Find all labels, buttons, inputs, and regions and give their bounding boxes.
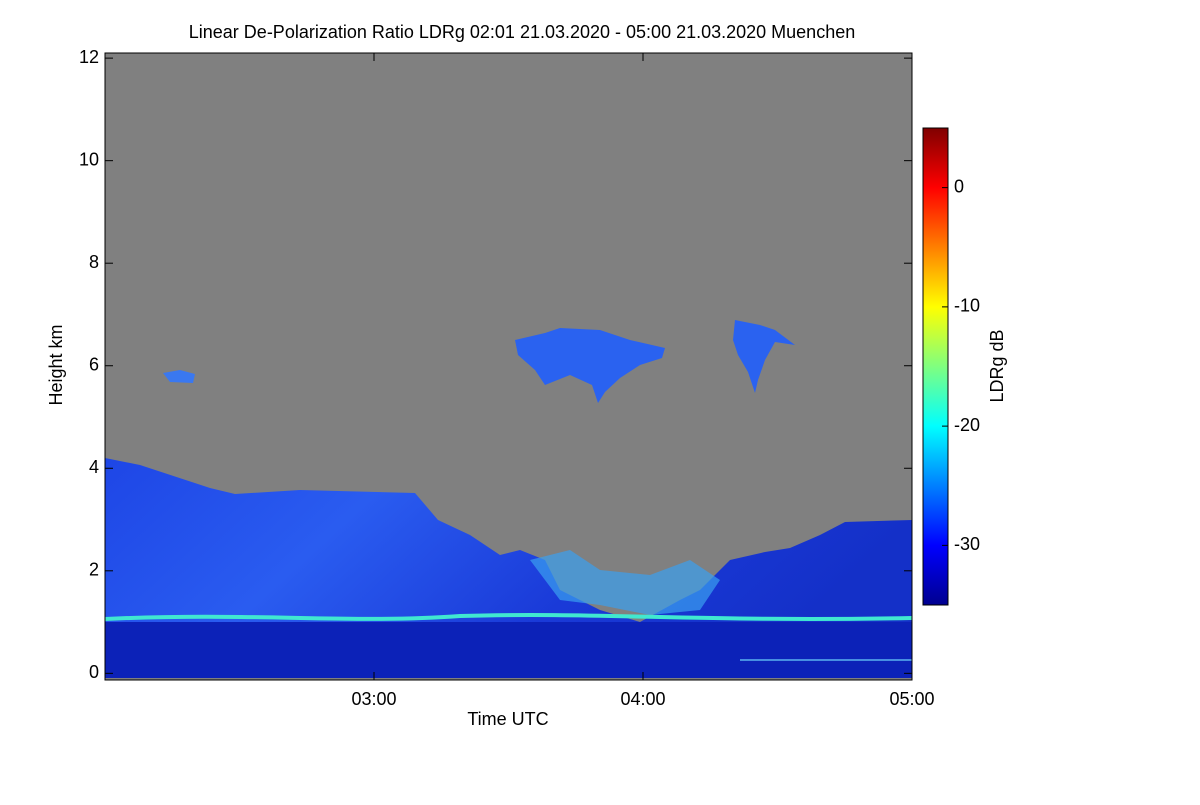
x-axis-label: Time UTC (467, 709, 548, 729)
colorbar-tick-label: -30 (954, 534, 980, 554)
cirrus-cloud (733, 320, 795, 393)
y-tick-label: 10 (79, 149, 99, 169)
colorbar-tick-label: 0 (954, 176, 964, 196)
y-tick-label: 12 (79, 47, 99, 67)
boundary-layer (105, 622, 912, 678)
y-tick-label: 0 (89, 662, 99, 682)
plot-area (104, 52, 913, 681)
x-tick-label: 03:00 (351, 689, 396, 709)
mixed-layer (530, 550, 720, 615)
y-tick-label: 8 (89, 252, 99, 272)
y-tick-label: 2 (89, 560, 99, 580)
plot-frame (104, 52, 913, 681)
colorbar-label: LDRg dB (987, 329, 1007, 402)
colorbar-tick-label: -10 (954, 296, 980, 316)
cirrus-cloud (515, 328, 665, 403)
x-tick-label: 04:00 (620, 689, 665, 709)
colorbar-tick-label: -20 (954, 415, 980, 435)
y-tick-label: 6 (89, 354, 99, 374)
colorbar (922, 127, 949, 606)
y-axis-label: Height km (46, 324, 66, 405)
bright-layer (104, 613, 913, 621)
cirrus-cloud (163, 370, 195, 383)
chart-title: Linear De-Polarization Ratio LDRg 02:01 … (189, 22, 855, 42)
x-tick-label: 05:00 (889, 689, 934, 709)
y-tick-label: 4 (89, 457, 99, 477)
